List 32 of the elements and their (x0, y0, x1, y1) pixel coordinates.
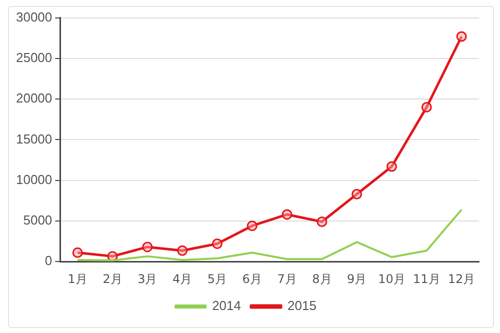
x-tick-label: 5月 (207, 272, 228, 286)
point (72, 247, 83, 258)
point (142, 242, 153, 252)
y-tick-label: 25000 (16, 50, 52, 66)
point (177, 245, 188, 256)
x-tick-label: 6月 (242, 272, 262, 286)
x-tick-label: 8月 (312, 272, 332, 286)
x-tick-label: 12月 (448, 272, 476, 286)
x-tick-label: 10月 (378, 272, 406, 286)
x-tick-label: 7月 (277, 272, 297, 286)
point (212, 238, 222, 249)
y-tick-label: 10000 (16, 172, 52, 187)
point (246, 220, 258, 232)
y-tick-label: 5000 (23, 212, 52, 228)
point (456, 31, 467, 42)
y-tick-label: 20000 (16, 90, 52, 106)
x-tick-label: 9月 (347, 272, 367, 286)
legend-label: 2014 (212, 298, 241, 314)
point (352, 188, 362, 200)
y-tick-label: 15000 (16, 131, 52, 146)
x-tick-label: 11月 (413, 272, 440, 286)
x-tick-label: 1月 (68, 272, 88, 286)
y-tick-label: 30000 (16, 9, 52, 24)
point (386, 161, 397, 172)
point (316, 216, 328, 228)
point (282, 209, 292, 220)
point (421, 102, 432, 112)
x-tick-label: 4月 (172, 272, 192, 286)
x-tick-label: 3月 (138, 272, 158, 286)
legend-label: 2015 (288, 298, 316, 314)
y-tick-label: 0 (44, 253, 52, 268)
x-tick-label: 2月 (102, 272, 122, 286)
